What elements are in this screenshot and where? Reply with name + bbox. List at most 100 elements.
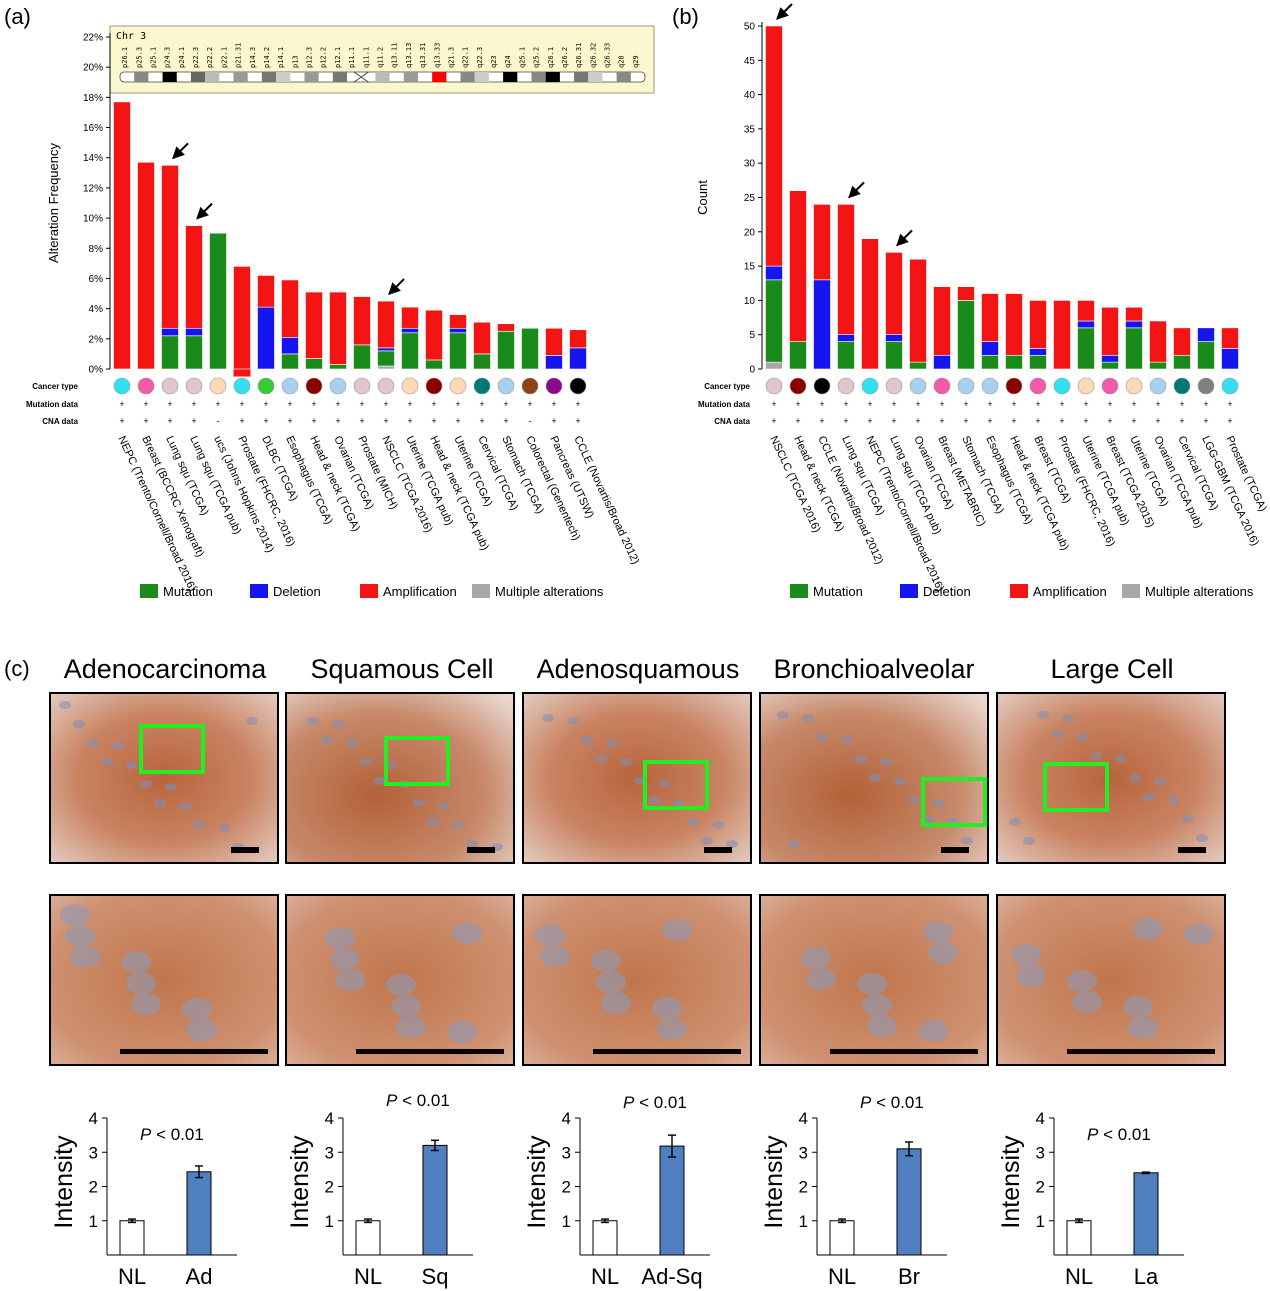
nucleus-spot bbox=[1129, 774, 1141, 782]
nucleus-spot bbox=[657, 1018, 687, 1040]
nucleus-spot bbox=[112, 742, 124, 750]
bar-segment bbox=[789, 341, 807, 370]
nucleus-spot bbox=[59, 701, 71, 709]
cancer-type-dot bbox=[1125, 377, 1143, 395]
nucleus-spot bbox=[121, 951, 151, 973]
nucleus-spot bbox=[126, 972, 156, 994]
cna-mark: + bbox=[167, 416, 172, 426]
legend-swatch bbox=[1010, 584, 1028, 598]
y-axis-title: Intensity bbox=[760, 1135, 788, 1229]
ideogram-band bbox=[162, 72, 177, 82]
nucleus-spot bbox=[862, 994, 892, 1016]
nucleus-spot bbox=[1184, 923, 1214, 945]
mutation-mark: + bbox=[575, 399, 580, 409]
legend-label: Deletion bbox=[923, 584, 971, 599]
y-tick-label: 14% bbox=[83, 153, 103, 164]
mutation-mark: + bbox=[167, 399, 172, 409]
cancer-type-dot bbox=[257, 377, 275, 395]
nucleus-spot bbox=[869, 774, 881, 782]
nucleus-spot bbox=[857, 973, 887, 995]
bar-segment bbox=[401, 332, 419, 370]
nucleus-spot bbox=[1143, 793, 1155, 801]
cancer-type-dot bbox=[569, 377, 587, 395]
cna-mark: + bbox=[1107, 416, 1112, 426]
y-tick-label: 4 bbox=[799, 1109, 808, 1128]
cna-mark: + bbox=[431, 416, 436, 426]
mutation-mark: + bbox=[1203, 399, 1208, 409]
bar-segment bbox=[861, 238, 879, 370]
cancer-type-dot bbox=[1197, 377, 1215, 395]
nucleus-spot bbox=[1009, 818, 1021, 826]
legend-swatch bbox=[472, 584, 490, 598]
bar-segment bbox=[209, 232, 227, 370]
y-tick-label: 6% bbox=[89, 274, 104, 285]
x-tick-label: La bbox=[1134, 1264, 1159, 1289]
ideogram-band bbox=[403, 72, 418, 82]
bar-segment bbox=[233, 369, 251, 377]
y-tick-label: 3 bbox=[562, 1143, 571, 1162]
bar-segment bbox=[1101, 361, 1119, 370]
ideogram-band bbox=[190, 72, 206, 82]
cna-mark: + bbox=[503, 416, 508, 426]
mutation-mark: + bbox=[263, 399, 268, 409]
nucleus-spot bbox=[928, 942, 958, 964]
ihc-zoom-micrograph bbox=[522, 894, 752, 1066]
nucleus-spot bbox=[648, 796, 660, 804]
nucleus-spot bbox=[154, 799, 166, 807]
cna-mark: + bbox=[819, 416, 824, 426]
ideogram-band-label: q25.2 bbox=[533, 47, 541, 68]
ideogram-band-label: p22.3 bbox=[192, 47, 200, 68]
bar-segment bbox=[765, 279, 783, 363]
nucleus-spot bbox=[60, 904, 90, 926]
nucleus-spot bbox=[140, 780, 152, 788]
ihc-panel: Adenocarcinoma 1 2 3 4 Intensity NL Ad P < 0.01 S… bbox=[49, 654, 1226, 1289]
y-tick-label: 4% bbox=[89, 304, 104, 315]
cancer-type-dot bbox=[1221, 377, 1239, 395]
y-tick-label: 2 bbox=[325, 1178, 334, 1197]
bar-segment bbox=[473, 353, 491, 370]
scale-bar bbox=[231, 847, 259, 853]
nucleus-spot bbox=[335, 969, 365, 991]
bar-segment bbox=[473, 321, 491, 355]
cna-mark: + bbox=[939, 416, 944, 426]
ideogram-band bbox=[531, 72, 546, 82]
bar-segment bbox=[1173, 327, 1191, 356]
bar-segment bbox=[765, 361, 783, 370]
cna-mark: + bbox=[551, 416, 556, 426]
legend-swatch bbox=[790, 584, 808, 598]
bar-segment bbox=[353, 296, 371, 346]
scale-bar bbox=[941, 847, 969, 853]
nucleus-spot bbox=[466, 840, 478, 848]
p-symbol: P bbox=[386, 1091, 398, 1110]
nucleus-spot bbox=[801, 947, 831, 969]
y-tick-label: 2 bbox=[1036, 1178, 1045, 1197]
mutation-mark: + bbox=[551, 399, 556, 409]
y-tick-label: 22% bbox=[83, 33, 103, 44]
panel-label-b: (b) bbox=[672, 4, 699, 29]
nucleus-spot bbox=[1154, 777, 1166, 785]
nucleus-spot bbox=[187, 1019, 217, 1041]
mutation-mark: + bbox=[1227, 399, 1232, 409]
p-symbol: P bbox=[860, 1093, 872, 1112]
y-tick-label: 4 bbox=[562, 1109, 571, 1128]
ideogram-band-label: p22.1 bbox=[220, 47, 228, 68]
histology-title: Adenocarcinoma bbox=[64, 654, 268, 684]
ideogram-band-label: p21.31 bbox=[235, 43, 243, 68]
bar-segment bbox=[933, 286, 951, 356]
mutation-mark: + bbox=[311, 399, 316, 409]
mutation-mark: + bbox=[335, 399, 340, 409]
nucleus-spot bbox=[182, 998, 212, 1020]
y-tick-label: 8% bbox=[89, 244, 104, 255]
y-tick-label: 30 bbox=[744, 159, 756, 170]
bar-segment bbox=[885, 334, 903, 342]
cancer-type-dot bbox=[1101, 377, 1119, 395]
bar-segment bbox=[449, 327, 467, 334]
bar-segment bbox=[981, 354, 999, 370]
nucleus-spot bbox=[346, 739, 358, 747]
y-axis-title: Intensity bbox=[286, 1135, 314, 1229]
bar-segment bbox=[113, 101, 131, 370]
zoom-region-box bbox=[384, 736, 450, 786]
legend-label: Multiple alterations bbox=[495, 584, 604, 599]
bar-segment bbox=[1197, 327, 1215, 342]
bar-segment bbox=[377, 300, 395, 349]
